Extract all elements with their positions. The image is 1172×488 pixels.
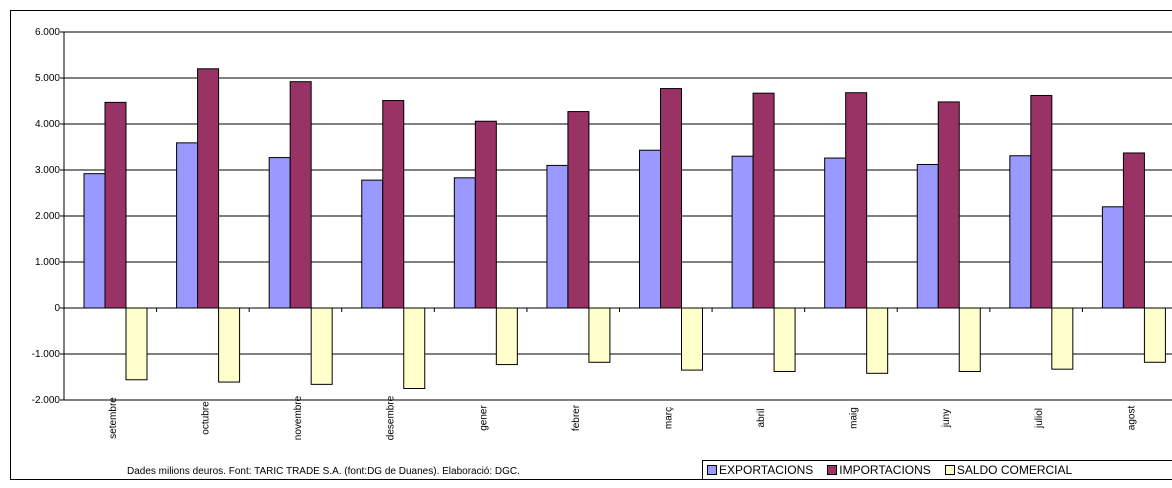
legend-swatch-importacions: [827, 465, 838, 475]
bar-saldo-comercial: [125, 307, 148, 381]
legend-swatch-exportacions: [707, 465, 717, 475]
x-tick-label: juny: [941, 409, 952, 428]
bar-saldo-comercial: [1051, 307, 1074, 370]
bar-saldo-comercial: [1143, 307, 1166, 363]
legend-label-saldo-comercial: SALDO COMERCIAL: [956, 463, 1073, 477]
bar-saldo-comercial: [310, 307, 333, 385]
source-note: Dades milions deuros. Font: TARIC TRADE …: [127, 466, 520, 477]
x-tick-label: març: [663, 407, 674, 429]
bar-exportacions: [639, 149, 661, 309]
x-tick-label: maig: [849, 407, 860, 429]
bar-saldo-comercial: [866, 307, 889, 374]
bar-exportacions: [731, 155, 754, 309]
legend-item-importacions: IMPORTACIONS: [827, 463, 931, 477]
bar-importacions: [752, 92, 775, 309]
bar-saldo-comercial: [588, 307, 611, 363]
y-tick-label: 3.000: [35, 165, 60, 176]
y-tick-label: 1.000: [35, 257, 60, 268]
x-tick-label: novembre: [293, 395, 304, 440]
bar-saldo-comercial: [218, 307, 241, 383]
bar-importacions: [474, 120, 497, 309]
bar-importacions: [1030, 94, 1053, 309]
x-tick-label: abril: [756, 409, 767, 428]
bar-saldo-comercial: [958, 307, 981, 372]
bar-saldo-comercial: [495, 307, 518, 366]
y-tick-label: 4.000: [35, 119, 60, 130]
bar-importacions: [382, 100, 405, 309]
y-tick-label: 6.000: [35, 27, 60, 38]
bar-importacions: [937, 101, 960, 309]
x-tick-label: octubre: [201, 401, 212, 435]
bar-exportacions: [1009, 155, 1032, 309]
chart-legend: EXPORTACIONS IMPORTACIONS SALDO COMERCIA…: [702, 460, 1172, 480]
bar-exportacions: [546, 164, 569, 309]
bar-exportacions: [453, 177, 476, 309]
bar-saldo-comercial: [403, 307, 426, 389]
x-tick-label: juliol: [1034, 408, 1045, 429]
legend-item-exportacions: EXPORTACIONS: [707, 463, 813, 477]
bar-exportacions: [268, 157, 291, 309]
bar-importacions: [567, 111, 590, 309]
y-tick-label: -2.000: [32, 395, 61, 406]
bar-importacions: [197, 68, 220, 309]
y-tick-label: -1.000: [32, 349, 61, 360]
bar-saldo-comercial: [681, 307, 703, 371]
bar-importacions: [289, 81, 312, 309]
bar-exportacions: [916, 163, 939, 309]
bar-saldo-comercial: [773, 307, 796, 372]
x-tick-label: agost: [1126, 406, 1137, 431]
y-tick-label: 5.000: [35, 73, 60, 84]
x-tick-label: febrer: [571, 404, 582, 431]
legend-label-exportacions: EXPORTACIONS: [719, 463, 814, 477]
legend-item-saldo-comercial: SALDO COMERCIAL: [944, 463, 1073, 477]
bar-importacions: [845, 92, 868, 309]
x-tick-label: desembre: [386, 395, 397, 440]
legend-swatch-saldo-comercial: [944, 465, 955, 475]
bar-importacions: [660, 88, 682, 309]
bar-exportacions: [1101, 206, 1124, 309]
bar-exportacions: [824, 157, 847, 309]
bar-exportacions: [361, 179, 384, 309]
x-tick-label: setembre: [108, 397, 119, 439]
x-tick-label: gener: [478, 405, 489, 431]
y-tick-label: 2.000: [35, 211, 60, 222]
bar-exportacions: [83, 173, 106, 309]
legend-label-importacions: IMPORTACIONS: [839, 463, 931, 477]
y-tick-label: 0: [54, 303, 60, 314]
bar-importacions: [1122, 152, 1145, 309]
bar-exportacions: [176, 142, 199, 309]
bar-importacions: [104, 101, 127, 309]
